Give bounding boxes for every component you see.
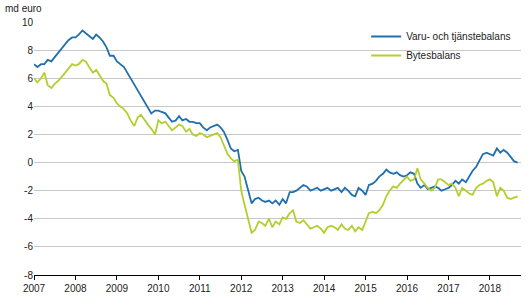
svg-text:-4: -4 [24, 213, 33, 224]
svg-text:2013: 2013 [272, 283, 295, 294]
svg-text:2014: 2014 [313, 283, 336, 294]
svg-text:2015: 2015 [354, 283, 377, 294]
svg-text:2007: 2007 [23, 283, 46, 294]
svg-text:0: 0 [27, 157, 33, 168]
svg-text:2017: 2017 [437, 283, 460, 294]
svg-text:2018: 2018 [479, 283, 502, 294]
svg-text:md euro: md euro [5, 3, 42, 14]
svg-text:-2: -2 [24, 185, 33, 196]
svg-text:8: 8 [27, 45, 33, 56]
svg-text:2016: 2016 [396, 283, 419, 294]
svg-text:Bytesbalans: Bytesbalans [406, 50, 460, 61]
svg-text:-8: -8 [24, 270, 33, 281]
svg-text:Varu- och tjänstebalans: Varu- och tjänstebalans [406, 31, 510, 42]
svg-text:6: 6 [27, 73, 33, 84]
svg-text:2012: 2012 [230, 283, 253, 294]
svg-text:2010: 2010 [147, 283, 170, 294]
svg-text:2: 2 [27, 129, 33, 140]
svg-text:2011: 2011 [189, 283, 211, 294]
svg-text:-6: -6 [24, 241, 33, 252]
svg-text:10: 10 [22, 17, 34, 28]
svg-text:2008: 2008 [64, 283, 87, 294]
svg-text:2009: 2009 [106, 283, 129, 294]
svg-text:4: 4 [27, 101, 33, 112]
